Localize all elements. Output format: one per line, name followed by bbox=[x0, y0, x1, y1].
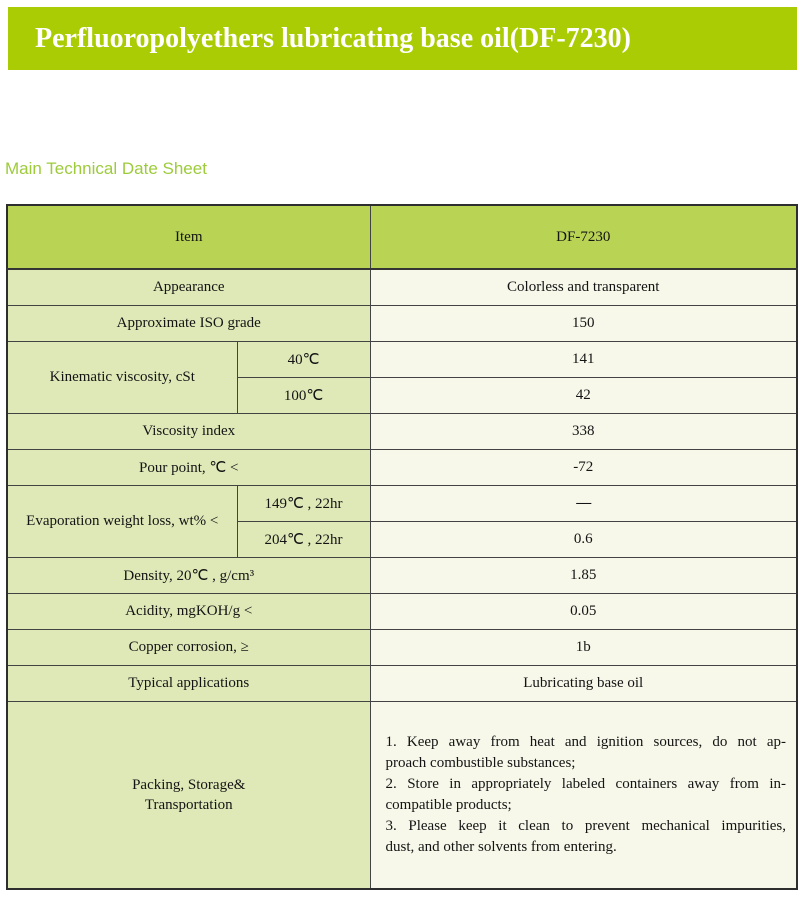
row-label: Evaporation weight loss, wt% < bbox=[6, 484, 238, 558]
table-row-appearance: Appearance Colorless and transparent bbox=[6, 268, 798, 306]
header-item-cell: Item bbox=[6, 204, 371, 270]
row-condition: 149℃ , 22hr bbox=[236, 484, 371, 522]
table-row-kinematic-viscosity-40: Kinematic viscosity, cSt 40℃ 141 bbox=[6, 340, 798, 414]
note-line: 1. Keep away from heat and ignition sour… bbox=[385, 733, 787, 750]
row-label: Approximate ISO grade bbox=[6, 304, 371, 342]
row-condition: 204℃ , 22hr bbox=[236, 520, 371, 558]
page-title: Perfluoropolyethers lubricating base oil… bbox=[35, 22, 631, 54]
packing-label-line-1: Packing, Storage& bbox=[132, 776, 246, 793]
table-row-pour-point: Pour point, ℃ < -72 bbox=[6, 448, 798, 486]
row-value: 338 bbox=[369, 412, 798, 450]
packing-notes: 1. Keep away from heat and ignition sour… bbox=[386, 732, 787, 858]
row-value: Colorless and transparent bbox=[369, 268, 798, 306]
packing-label-line-2: Transportation bbox=[144, 796, 233, 813]
row-value: 0.6 bbox=[369, 520, 798, 558]
table-row-viscosity-index: Viscosity index 338 bbox=[6, 412, 798, 450]
row-value: 150 bbox=[369, 304, 798, 342]
title-banner: Perfluoropolyethers lubricating base oil… bbox=[8, 7, 797, 70]
row-label: Viscosity index bbox=[6, 412, 371, 450]
row-label: Density, 20℃ , g/cm³ bbox=[6, 556, 371, 594]
row-label: Copper corrosion, ≥ bbox=[6, 628, 371, 666]
table-row-typical-applications: Typical applications Lubricating base oi… bbox=[6, 664, 798, 702]
note-line: compatible products; bbox=[385, 796, 512, 813]
row-value: 141 bbox=[369, 340, 798, 378]
table-row-evaporation-149: Evaporation weight loss, wt% < 149℃ , 22… bbox=[6, 484, 798, 558]
table-row-density: Density, 20℃ , g/cm³ 1.85 bbox=[6, 556, 798, 594]
row-label: Acidity, mgKOH/g < bbox=[6, 592, 371, 630]
section-heading: Main Technical Date Sheet bbox=[5, 159, 207, 178]
table-row-copper-corrosion: Copper corrosion, ≥ 1b bbox=[6, 628, 798, 666]
note-line: 3. Please keep it clean to prevent mecha… bbox=[385, 817, 787, 834]
row-label: Typical applications bbox=[6, 664, 371, 702]
row-value: 1b bbox=[369, 628, 798, 666]
table-row-iso-grade: Approximate ISO grade 150 bbox=[6, 304, 798, 342]
row-value: Lubricating base oil bbox=[369, 664, 798, 702]
row-value: 42 bbox=[369, 376, 798, 414]
table-row-evaporation-204: 204℃ , 22hr 0.6 bbox=[7, 520, 798, 558]
note-line: proach combustible substances; bbox=[385, 754, 576, 771]
note-line: dust, and other solvents from entering. bbox=[385, 838, 617, 855]
note-line: 2. Store in appropriately labeled contai… bbox=[385, 775, 787, 792]
row-label: Packing, Storage& Transportation bbox=[6, 700, 371, 890]
row-value: — bbox=[369, 484, 798, 522]
row-value: -72 bbox=[369, 448, 798, 486]
table-row-kinematic-viscosity-100: 100℃ 42 bbox=[7, 376, 798, 414]
row-label: Appearance bbox=[6, 268, 371, 306]
technical-data-table: Item DF-7230 Appearance Colorless and tr… bbox=[6, 204, 798, 890]
row-label: Pour point, ℃ < bbox=[6, 448, 371, 486]
row-condition: 40℃ bbox=[236, 340, 371, 378]
header-product-cell: DF-7230 bbox=[369, 204, 798, 270]
table-row-packing-storage: Packing, Storage& Transportation 1. Keep… bbox=[6, 700, 798, 890]
table-header-row: Item DF-7230 bbox=[6, 204, 798, 270]
row-label: Kinematic viscosity, cSt bbox=[6, 340, 238, 414]
table-row-acidity: Acidity, mgKOH/g < 0.05 bbox=[6, 592, 798, 630]
row-condition: 100℃ bbox=[236, 376, 371, 414]
packing-notes-cell: 1. Keep away from heat and ignition sour… bbox=[369, 700, 798, 890]
row-value: 0.05 bbox=[369, 592, 798, 630]
row-value: 1.85 bbox=[369, 556, 798, 594]
